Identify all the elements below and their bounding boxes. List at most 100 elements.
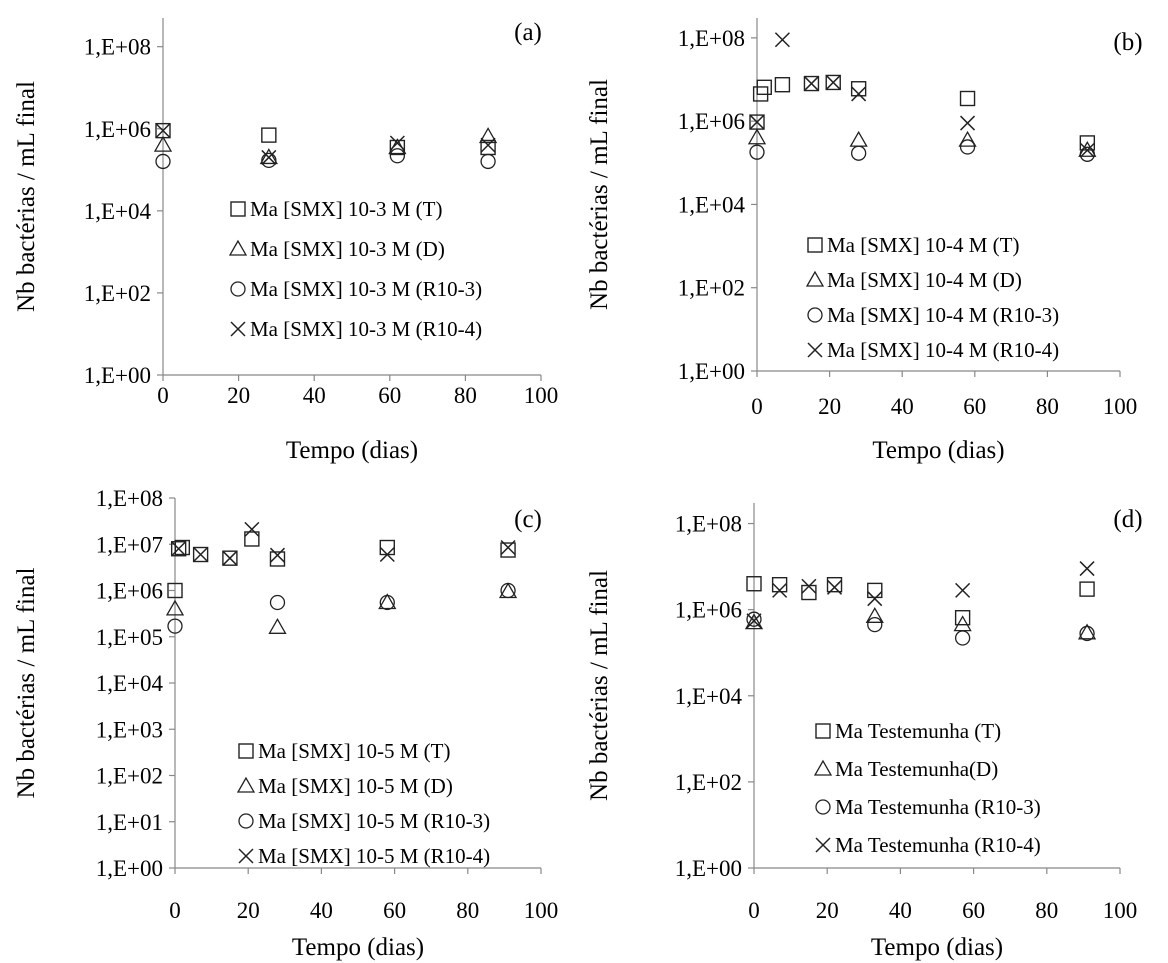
legend-marker — [805, 270, 825, 287]
y-tick-label: 1,E+00 — [675, 856, 742, 881]
y-tick-label: 1,E+04 — [675, 684, 743, 709]
data-point — [803, 76, 819, 92]
legend-label: Ma Testemunha (T) — [835, 719, 1001, 743]
data-point — [261, 127, 277, 143]
y-tick-label: 1,E+00 — [84, 363, 151, 388]
data-point — [774, 77, 791, 93]
legend-label: Ma [SMX] 10-4 M (T) — [827, 233, 1019, 257]
data-point — [170, 541, 187, 557]
y-tick-label: 1,E+06 — [675, 598, 742, 623]
data-point — [955, 582, 971, 598]
data-point — [379, 539, 395, 556]
data-point — [269, 594, 286, 611]
data-point — [259, 148, 278, 165]
y-tick-label: 1,E+02 — [675, 770, 742, 795]
y-tick-label: 1,E+01 — [96, 810, 163, 835]
x-tick-label: 40 — [891, 394, 914, 419]
x-tick-label: 80 — [1036, 394, 1059, 419]
data-point — [746, 576, 762, 592]
y-tick-label: 1,E+02 — [678, 276, 745, 301]
x-tick-label: 20 — [237, 898, 260, 923]
y-tick-label: 1,E+02 — [96, 764, 163, 789]
x-tick-label: 40 — [303, 383, 326, 408]
series-x — [155, 123, 496, 165]
series-circle — [746, 611, 1095, 646]
data-point — [1079, 561, 1095, 577]
x-tick-label: 80 — [454, 383, 477, 408]
series-triangle — [165, 582, 518, 634]
data-point — [865, 607, 884, 623]
x-tick-label: 20 — [227, 383, 250, 408]
legend-label: Ma [SMX] 10-5 M (T) — [258, 739, 450, 763]
data-point — [749, 144, 765, 160]
data-point — [801, 584, 817, 601]
y-tick-label: 1,E+06 — [678, 109, 745, 134]
data-point — [746, 613, 762, 629]
data-point — [825, 74, 841, 90]
data-point — [192, 546, 209, 563]
y-tick-label: 1,E+08 — [678, 26, 745, 51]
x-axis-label: Tempo (dias) — [286, 437, 418, 464]
data-point — [747, 128, 767, 145]
legend-marker — [807, 342, 823, 358]
data-point — [1079, 625, 1095, 642]
x-tick-label: 100 — [1103, 394, 1138, 419]
data-point — [746, 611, 762, 627]
data-point — [268, 617, 287, 634]
panel-label: (a) — [514, 19, 542, 46]
data-point — [171, 541, 187, 557]
series-square — [167, 531, 516, 599]
series-circle — [155, 148, 496, 170]
x-axis-label: Tempo (dias) — [292, 934, 424, 961]
legend-marker — [236, 776, 256, 793]
x-tick-label: 20 — [816, 898, 839, 923]
data-point — [849, 130, 868, 147]
series-square — [746, 576, 1095, 626]
data-point — [244, 531, 260, 547]
x-axis-label: Tempo (dias) — [871, 934, 1003, 961]
series-circle — [749, 139, 1095, 162]
series-triangle — [747, 128, 1097, 157]
data-point — [960, 115, 976, 131]
legend-label: Ma [SMX] 10-4 M (D) — [827, 268, 1022, 292]
y-axis-label: Nb bactérias / mL final — [586, 79, 613, 310]
data-point — [167, 618, 183, 634]
legend-label: Ma [SMX] 10-5 M (R10-4) — [258, 844, 490, 868]
legend-label: Ma Testemunha(D) — [835, 757, 998, 781]
data-point — [153, 135, 173, 152]
data-point — [155, 153, 171, 170]
legend-marker — [238, 848, 254, 864]
series-square — [749, 74, 1096, 151]
legend: Ma [SMX] 10-3 M (T) Ma [SMX] 10-3 M (D) Ma… — [228, 197, 482, 341]
data-point — [480, 153, 496, 170]
data-point — [954, 630, 971, 646]
data-point — [803, 75, 820, 92]
series-circle — [167, 582, 516, 634]
data-point — [269, 551, 286, 567]
data-point — [379, 546, 395, 563]
y-axis-label: Nb bactérias / mL final — [13, 567, 40, 798]
data-point — [167, 582, 183, 599]
data-point — [480, 137, 496, 153]
y-tick-label: 1,E+00 — [96, 856, 163, 881]
data-point — [867, 616, 883, 633]
data-point — [825, 74, 841, 91]
data-point — [867, 591, 883, 607]
x-tick-label: 100 — [524, 383, 559, 408]
x-tick-label: 60 — [378, 383, 401, 408]
data-point — [958, 130, 977, 147]
legend-marker — [815, 837, 831, 853]
data-point — [478, 127, 498, 144]
series-x — [746, 561, 1095, 629]
legend-label: Ma [SMX] 10-5 M (D) — [258, 774, 453, 798]
legend-marker — [807, 307, 823, 323]
data-point — [867, 582, 883, 599]
x-tick-label: 80 — [456, 898, 479, 923]
legend: Ma [SMX] 10-5 M (T) Ma [SMX] 10-5 M (D) Ma… — [236, 739, 490, 868]
legend-label: Ma [SMX] 10-3 M (R10-3) — [250, 277, 482, 301]
data-point — [850, 145, 867, 161]
legend-label: Ma Testemunha (R10-3) — [835, 795, 1041, 819]
chart-panel-c: 1,E+00 1,E+01 1,E+02 1,E+03 1,E+04 1,E+05 1,E+… — [13, 486, 558, 961]
y-tick-label: 1,E+08 — [675, 512, 742, 537]
legend-label: Ma [SMX] 10-3 M (T) — [250, 197, 442, 221]
